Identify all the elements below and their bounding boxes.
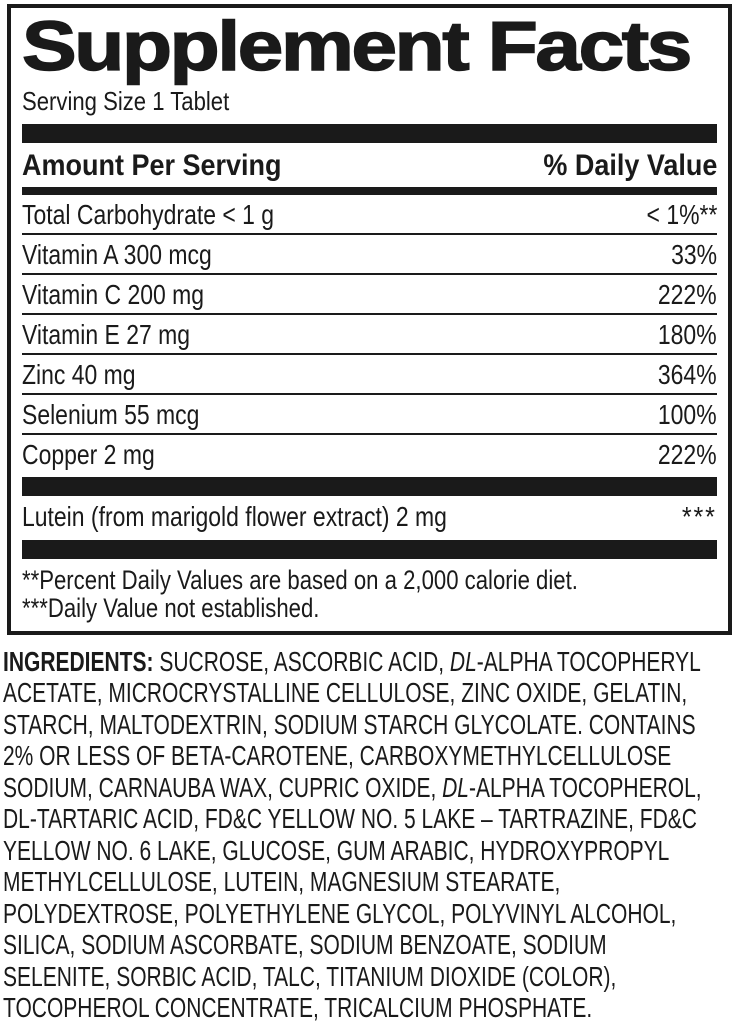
table-header-row: Amount Per Serving % Daily Value (22, 143, 717, 187)
nutrient-name: Vitamin A 300 mcg (22, 239, 212, 271)
ingredients-line: METHYLCELLULOSE, LUTEIN, MAGNESIUM STEAR… (3, 866, 560, 898)
nutrient-daily-value: < 1%** (646, 199, 717, 231)
ingredient-text-segment: 2% OR LESS OF BETA-CAROTENE, CARBOXYMETH… (3, 740, 672, 772)
nutrient-daily-value: *** (682, 501, 717, 533)
ingredients-line: POLYDEXTROSE, POLYETHYLENE GLYCOL, POLYV… (3, 898, 676, 930)
table-row-zinc: Zinc 40 mg 364% (22, 355, 717, 396)
ingredient-text-segment: SODIUM, CARNAUBA WAX, CUPRIC OXIDE, (3, 771, 443, 803)
supplement-facts-title: Supplement Facts (21, 7, 693, 85)
nutrient-daily-value: 364% (658, 359, 717, 391)
ingredient-text-segment: INGREDIENTS: (3, 645, 154, 677)
table-row-lutein: Lutein (from marigold flower extract) 2 … (22, 496, 717, 539)
divider-thick-top (22, 124, 717, 144)
nutrient-name: Selenium 55 mcg (22, 399, 200, 431)
ingredients-line: SILICA, SODIUM ASCORBATE, SODIUM BENZOAT… (3, 929, 607, 961)
table-row-vitamin-e: Vitamin E 27 mg 180% (22, 315, 717, 356)
table-row-copper: Copper 2 mg 222% (22, 435, 717, 477)
daily-value-header: % Daily Value (542, 149, 717, 183)
supplement-label-page: Supplement Facts Serving Size 1 Tablet A… (0, 4, 739, 1024)
ingredient-text-segment: -ALPHA TOCOPHEROL, (468, 771, 702, 803)
nutrient-daily-value: 100% (658, 399, 717, 431)
nutrient-name: Lutein (from marigold flower extract) 2 … (22, 501, 447, 533)
nutrient-name: Copper 2 mg (22, 439, 155, 471)
ingredient-text-segment: TOCOPHEROL CONCENTRATE, TRICALCIUM PHOSP… (3, 992, 593, 1024)
ingredient-text-segment: SELENITE, SORBIC ACID, TALC, TITANIUM DI… (3, 960, 617, 992)
ingredients-line: INGREDIENTS: SUCROSE, ASCORBIC ACID, DL-… (3, 645, 701, 678)
ingredient-text-segment: DL (449, 645, 477, 677)
footnote-not-established: ***Daily Value not established. (22, 592, 320, 623)
ingredients-line: ACETATE, MICROCRYSTALLINE CELLULOSE, ZIN… (3, 677, 687, 709)
table-row-vitamin-a: Vitamin A 300 mcg 33% (22, 235, 717, 276)
ingredients-line: YELLOW NO. 6 LAKE, GLUCOSE, GUM ARABIC, … (3, 835, 669, 867)
ingredient-text-segment: SUCROSE, ASCORBIC ACID, (153, 645, 450, 677)
ingredients-line: SELENITE, SORBIC ACID, TALC, TITANIUM DI… (3, 961, 616, 993)
ingredients-line: TOCOPHEROL CONCENTRATE, TRICALCIUM PHOSP… (3, 992, 592, 1024)
table-row-total-carbohydrate: Total Carbohydrate < 1 g < 1%** (22, 195, 717, 236)
divider-thick-above-lutein (22, 477, 717, 497)
ingredient-text-segment: METHYLCELLULOSE, LUTEIN, MAGNESIUM STEAR… (3, 866, 561, 898)
ingredient-text-segment: YELLOW NO. 6 LAKE, GLUCOSE, GUM ARABIC, … (3, 834, 670, 866)
ingredient-text-segment: STARCH, MALTODEXTRIN, SODIUM STARCH GLYC… (3, 708, 696, 740)
nutrient-daily-value: 180% (658, 319, 717, 351)
nutrient-name: Vitamin C 200 mg (22, 279, 205, 311)
ingredients-line: SODIUM, CARNAUBA WAX, CUPRIC OXIDE, DL-A… (3, 771, 702, 804)
ingredient-text-segment: POLYDEXTROSE, POLYETHYLENE GLYCOL, POLYV… (3, 897, 677, 929)
table-row-vitamin-c: Vitamin C 200 mg 222% (22, 275, 717, 316)
ingredients-line: DL-TARTARIC ACID, FD&C YELLOW NO. 5 LAKE… (3, 803, 697, 835)
footnotes-block: **Percent Daily Values are based on a 2,… (22, 566, 717, 622)
ingredient-text-segment: DL-TARTARIC ACID, FD&C YELLOW NO. 5 LAKE… (3, 803, 697, 835)
ingredients-paragraph: INGREDIENTS: SUCROSE, ASCORBIC ACID, DL-… (3, 646, 739, 1024)
serving-size-text: Serving Size 1 Tablet (22, 85, 230, 116)
ingredients-line: 2% OR LESS OF BETA-CAROTENE, CARBOXYMETH… (3, 740, 671, 772)
divider-thick-above-footnotes (22, 539, 717, 559)
table-row-selenium: Selenium 55 mcg 100% (22, 395, 717, 436)
ingredient-text-segment: ACETATE, MICROCRYSTALLINE CELLULOSE, ZIN… (3, 677, 688, 709)
divider-medium (22, 187, 717, 196)
page-title: Supplement Facts (21, 7, 717, 85)
ingredients-line: STARCH, MALTODEXTRIN, SODIUM STARCH GLYC… (3, 709, 696, 741)
nutrient-name: Zinc 40 mg (22, 359, 136, 391)
amount-per-serving-header: Amount Per Serving (22, 149, 282, 183)
ingredient-text-segment: -ALPHA TOCOPHERYL (476, 645, 701, 677)
supplement-facts-panel: Supplement Facts Serving Size 1 Tablet A… (7, 4, 732, 635)
footnote-daily-values: **Percent Daily Values are based on a 2,… (22, 564, 578, 595)
ingredient-text-segment: DL (442, 771, 469, 803)
nutrient-name: Vitamin E 27 mg (22, 319, 191, 351)
ingredient-text-segment: SILICA, SODIUM ASCORBATE, SODIUM BENZOAT… (3, 929, 607, 961)
nutrient-daily-value: 222% (658, 439, 717, 471)
nutrient-name: Total Carbohydrate < 1 g (22, 199, 275, 231)
nutrient-daily-value: 33% (671, 239, 717, 271)
nutrient-daily-value: 222% (658, 279, 717, 311)
serving-size-row: Serving Size 1 Tablet (22, 87, 717, 116)
